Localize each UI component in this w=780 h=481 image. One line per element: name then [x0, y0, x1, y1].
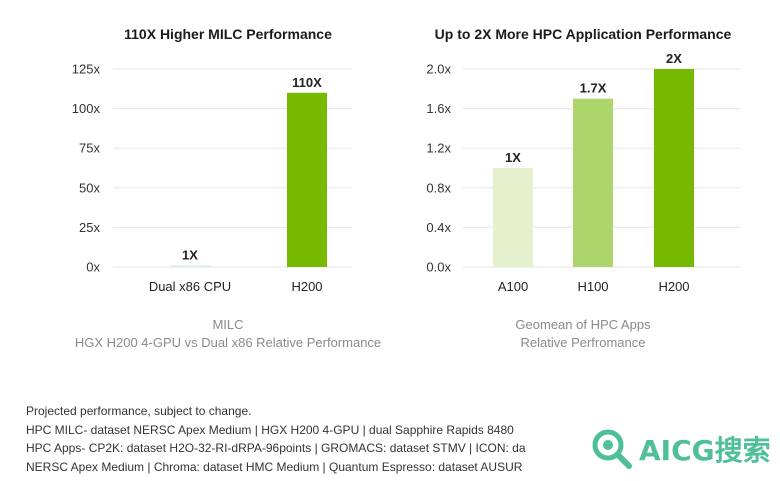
- magnifier-icon: [592, 429, 632, 469]
- chart1-y-tick-label: 50x: [79, 180, 100, 195]
- chart2-caption-line2: Relative Perfromance: [521, 335, 646, 350]
- chart2-y-tick-label: 0.4x: [426, 220, 451, 235]
- footnote-line: NERSC Apex Medium | Chroma: dataset HMC …: [26, 459, 523, 474]
- watermark-text: AICG搜索: [639, 434, 771, 467]
- chart1-y-tick-label: 0x: [86, 260, 100, 275]
- chart1-caption-line1: MILC: [212, 317, 243, 332]
- chart2-bar-0: [493, 168, 533, 267]
- chart2-title: Up to 2X More HPC Application Performanc…: [435, 26, 732, 42]
- footnote-line: Projected performance, subject to change…: [26, 404, 252, 418]
- footnotes: Projected performance, subject to change…: [26, 402, 586, 476]
- chart1-bar-0: [170, 265, 210, 267]
- chart2-y-tick-label: 0.8x: [426, 180, 451, 195]
- chart1-data-label-0: 1X: [182, 247, 198, 262]
- chart2-category-label-1: H100: [577, 279, 608, 294]
- footnote-line: HPC MILC- dataset NERSC Apex Medium | HG…: [26, 422, 514, 437]
- chart1-data-label-1: 110X: [292, 75, 322, 90]
- chart2-caption-line1: Geomean of HPC Apps: [515, 317, 651, 332]
- chart2-category-label-0: A100: [498, 279, 528, 294]
- chart1-y-tick-label: 125x: [72, 62, 101, 77]
- footnote-line: HPC Apps- CP2K: dataset H2O-32-RI-dRPA-9…: [26, 441, 526, 455]
- chart1-y-tick-label: 25x: [79, 220, 100, 235]
- chart2-data-label-2: 2X: [666, 51, 682, 66]
- chart1-bar-1: [287, 92, 327, 267]
- chart2-data-label-1: 1.7X: [580, 81, 607, 96]
- charts-canvas: 110X Higher MILC Performance 0x 25x 50x 75x 1…: [72, 26, 740, 350]
- chart1-y-tick-label: 100x: [72, 101, 101, 116]
- chart1-caption-line2: HGX H200 4-GPU vs Dual x86 Relative Perf…: [75, 335, 381, 350]
- chart2-data-label-0: 1X: [505, 150, 521, 165]
- watermark: AICG搜索: [581, 417, 780, 481]
- chart2-category-label-2: H200: [658, 279, 689, 294]
- chart2-bar-1: [573, 98, 613, 267]
- chart2-y-tick-label: 1.2x: [426, 141, 451, 156]
- chart2-bar-2: [654, 69, 694, 267]
- chart2-y-tick-label: 1.6x: [426, 101, 451, 116]
- chart2-y-tick-label: 2.0x: [426, 62, 451, 77]
- chart1-category-label-0: Dual x86 CPU: [149, 279, 231, 294]
- chart1-title: 110X Higher MILC Performance: [124, 26, 332, 42]
- chart1-category-label-1: H200: [291, 279, 322, 294]
- chart2-y-tick-label: 0.0x: [426, 260, 451, 275]
- chart1-y-tick-label: 75x: [79, 141, 100, 156]
